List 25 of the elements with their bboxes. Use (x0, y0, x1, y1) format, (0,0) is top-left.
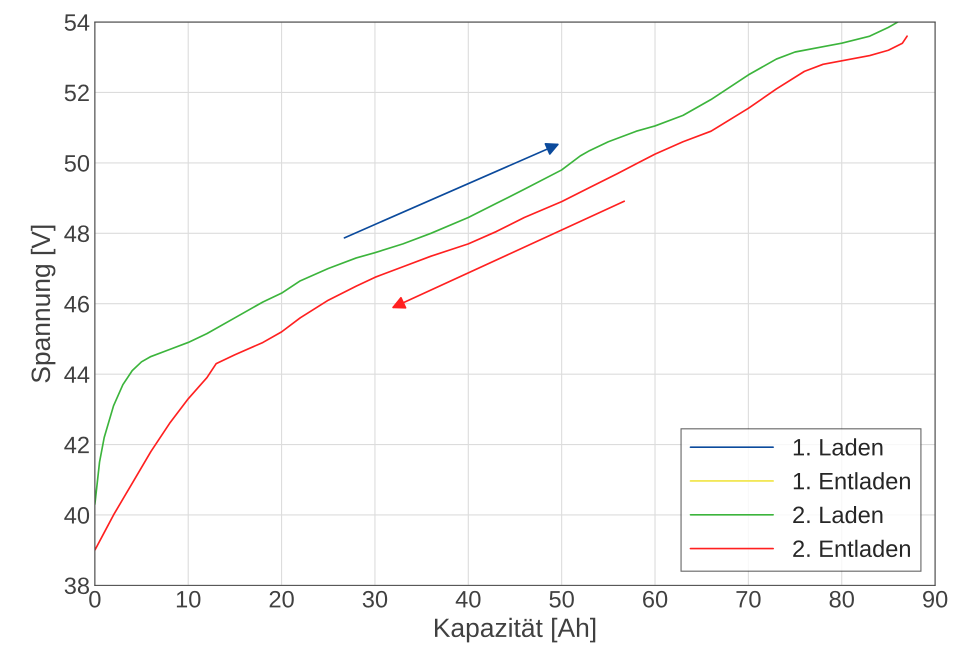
legend-label: 1. Laden (794, 438, 882, 456)
y-tick-label: 52 (64, 84, 89, 102)
x-tick-label: 20 (270, 590, 294, 608)
x-tick-label: 90 (923, 590, 948, 608)
y-axis-title: Spannung [V] (30, 226, 56, 382)
x-tick-label: 30 (362, 590, 388, 608)
x-tick-label: 70 (736, 590, 761, 608)
y-tick-label: 50 (64, 154, 90, 172)
y-tick-label: 42 (64, 436, 89, 454)
y-tick-label: 38 (64, 577, 89, 594)
x-tick-label: 0 (89, 590, 101, 608)
legend-label: 2. Laden (793, 506, 882, 524)
x-tick-label: 40 (456, 590, 481, 608)
y-tick-label: 44 (64, 366, 90, 383)
x-tick-label: 60 (643, 590, 668, 608)
x-tick-label: 80 (830, 590, 854, 608)
x-tick-label: 10 (176, 590, 200, 608)
y-tick-label: 46 (64, 296, 89, 313)
x-tick-label: 50 (549, 590, 574, 608)
legend-label: 2. Entladen (793, 540, 910, 558)
legend-label: 1. Entladen (794, 472, 910, 490)
y-tick-label: 48 (64, 225, 89, 242)
y-tick-label: 54 (64, 14, 90, 31)
y-tick-label: 40 (64, 507, 90, 524)
x-axis-title: Kapazität [Ah] (434, 618, 596, 642)
